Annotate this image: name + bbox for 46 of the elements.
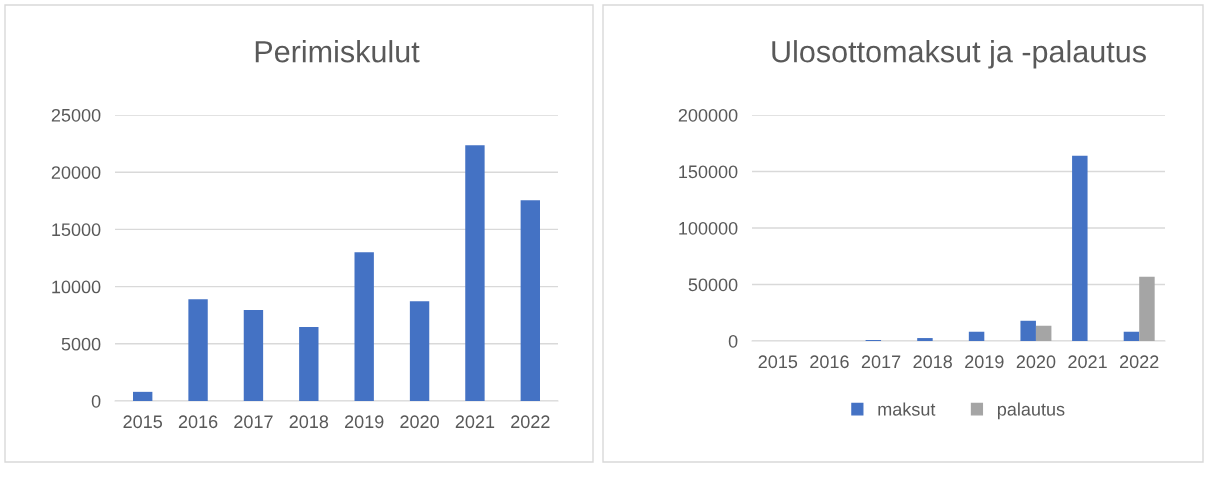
y-tick-label: 25000	[51, 108, 101, 122]
chart-title: Ulosottomaksut ja -palautus	[772, 40, 1146, 69]
y-tick-label: 0	[91, 394, 101, 408]
y-tick-label: 15000	[52, 223, 101, 237]
bar	[1035, 325, 1052, 341]
x-tick-label: 2018	[289, 415, 329, 429]
x-tick-label: 2017	[861, 355, 901, 369]
bar	[1139, 276, 1155, 341]
bar	[917, 338, 933, 341]
x-tick-label: 2015	[758, 355, 798, 369]
bar	[409, 301, 430, 401]
bar	[1072, 155, 1088, 341]
chart-title: Perimiskulut	[255, 40, 420, 63]
bar	[465, 145, 485, 401]
bar	[520, 200, 540, 401]
y-tick-label: 0	[728, 334, 738, 348]
y-tick-label: 100000	[679, 221, 738, 235]
legend-label: palautus	[997, 402, 1065, 420]
x-tick-label: 2020	[1016, 355, 1056, 369]
bar	[1123, 331, 1140, 341]
bar	[299, 327, 319, 401]
bar	[968, 331, 985, 341]
y-tick-label: 20000	[51, 166, 101, 179]
x-tick-label: 2021	[1068, 355, 1107, 369]
bar	[354, 252, 374, 401]
y-tick-label: 50000	[688, 278, 738, 292]
legend-label: maksut	[878, 402, 936, 416]
bar	[243, 310, 264, 401]
x-tick-label: 2017	[234, 415, 273, 429]
x-tick-label: 2019	[345, 415, 384, 429]
x-tick-label: 2019	[965, 355, 1004, 369]
y-tick-label: 200000	[678, 108, 738, 122]
x-tick-label: 2021	[455, 415, 495, 429]
bar	[188, 299, 208, 401]
x-tick-label: 2018	[913, 355, 952, 369]
x-tick-label: 2022	[511, 415, 550, 429]
bar	[1020, 320, 1036, 341]
x-tick-label: 2020	[400, 415, 439, 429]
y-tick-label: 5000	[61, 337, 101, 351]
x-tick-label: 2016	[178, 415, 218, 429]
y-tick-label: 10000	[52, 280, 101, 294]
bar	[133, 391, 153, 401]
y-tick-label: 150000	[679, 165, 738, 179]
x-tick-label: 2015	[123, 415, 163, 429]
x-tick-label: 2022	[1120, 355, 1159, 369]
x-tick-label: 2016	[810, 355, 849, 369]
